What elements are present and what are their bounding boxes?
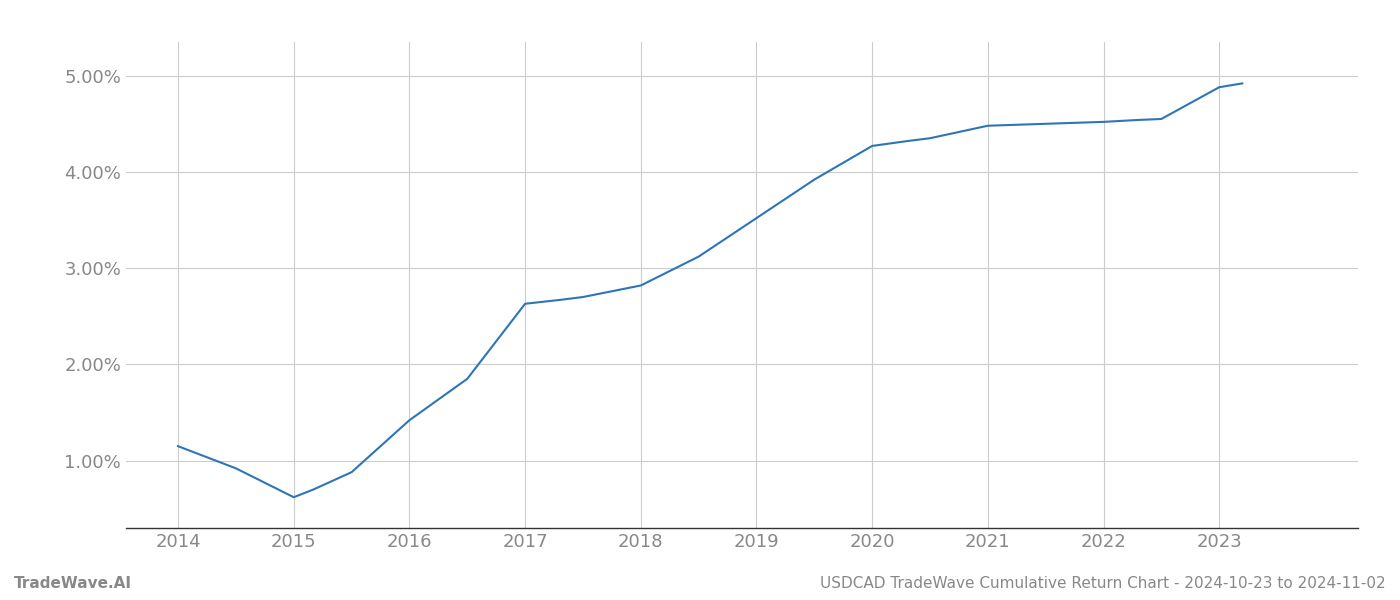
Text: USDCAD TradeWave Cumulative Return Chart - 2024-10-23 to 2024-11-02: USDCAD TradeWave Cumulative Return Chart… (820, 576, 1386, 591)
Text: TradeWave.AI: TradeWave.AI (14, 576, 132, 591)
